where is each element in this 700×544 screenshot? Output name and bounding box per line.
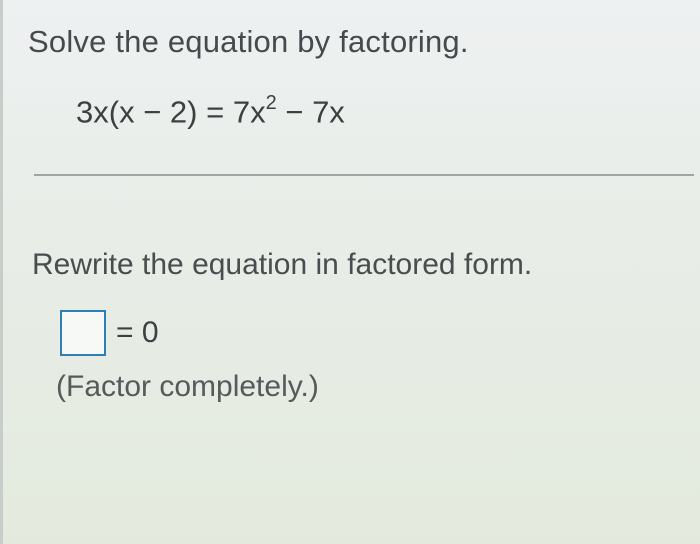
equation-rhs-b: 7x [312,94,345,129]
minus-sign: − [135,94,170,129]
problem-instruction: Solve the equation by factoring. [28,24,692,60]
problem-equation: 3x(x − 2) = 7x2 − 7x [76,94,692,130]
minus-sign: − [277,94,312,129]
equation-lhs-b: 2) [170,94,198,129]
equation-rhs-a: 7x [233,94,266,129]
exponent: 2 [266,92,277,114]
answer-row: = 0 [60,310,692,356]
equals-sign: = [198,94,233,129]
sub-instruction: Rewrite the equation in factored form. [32,248,692,282]
equation-lhs-a: 3x(x [76,94,135,129]
section-divider [34,174,694,176]
answer-input[interactable] [60,310,106,356]
factor-hint: (Factor completely.) [56,370,692,404]
equals-zero-label: = 0 [116,316,159,350]
